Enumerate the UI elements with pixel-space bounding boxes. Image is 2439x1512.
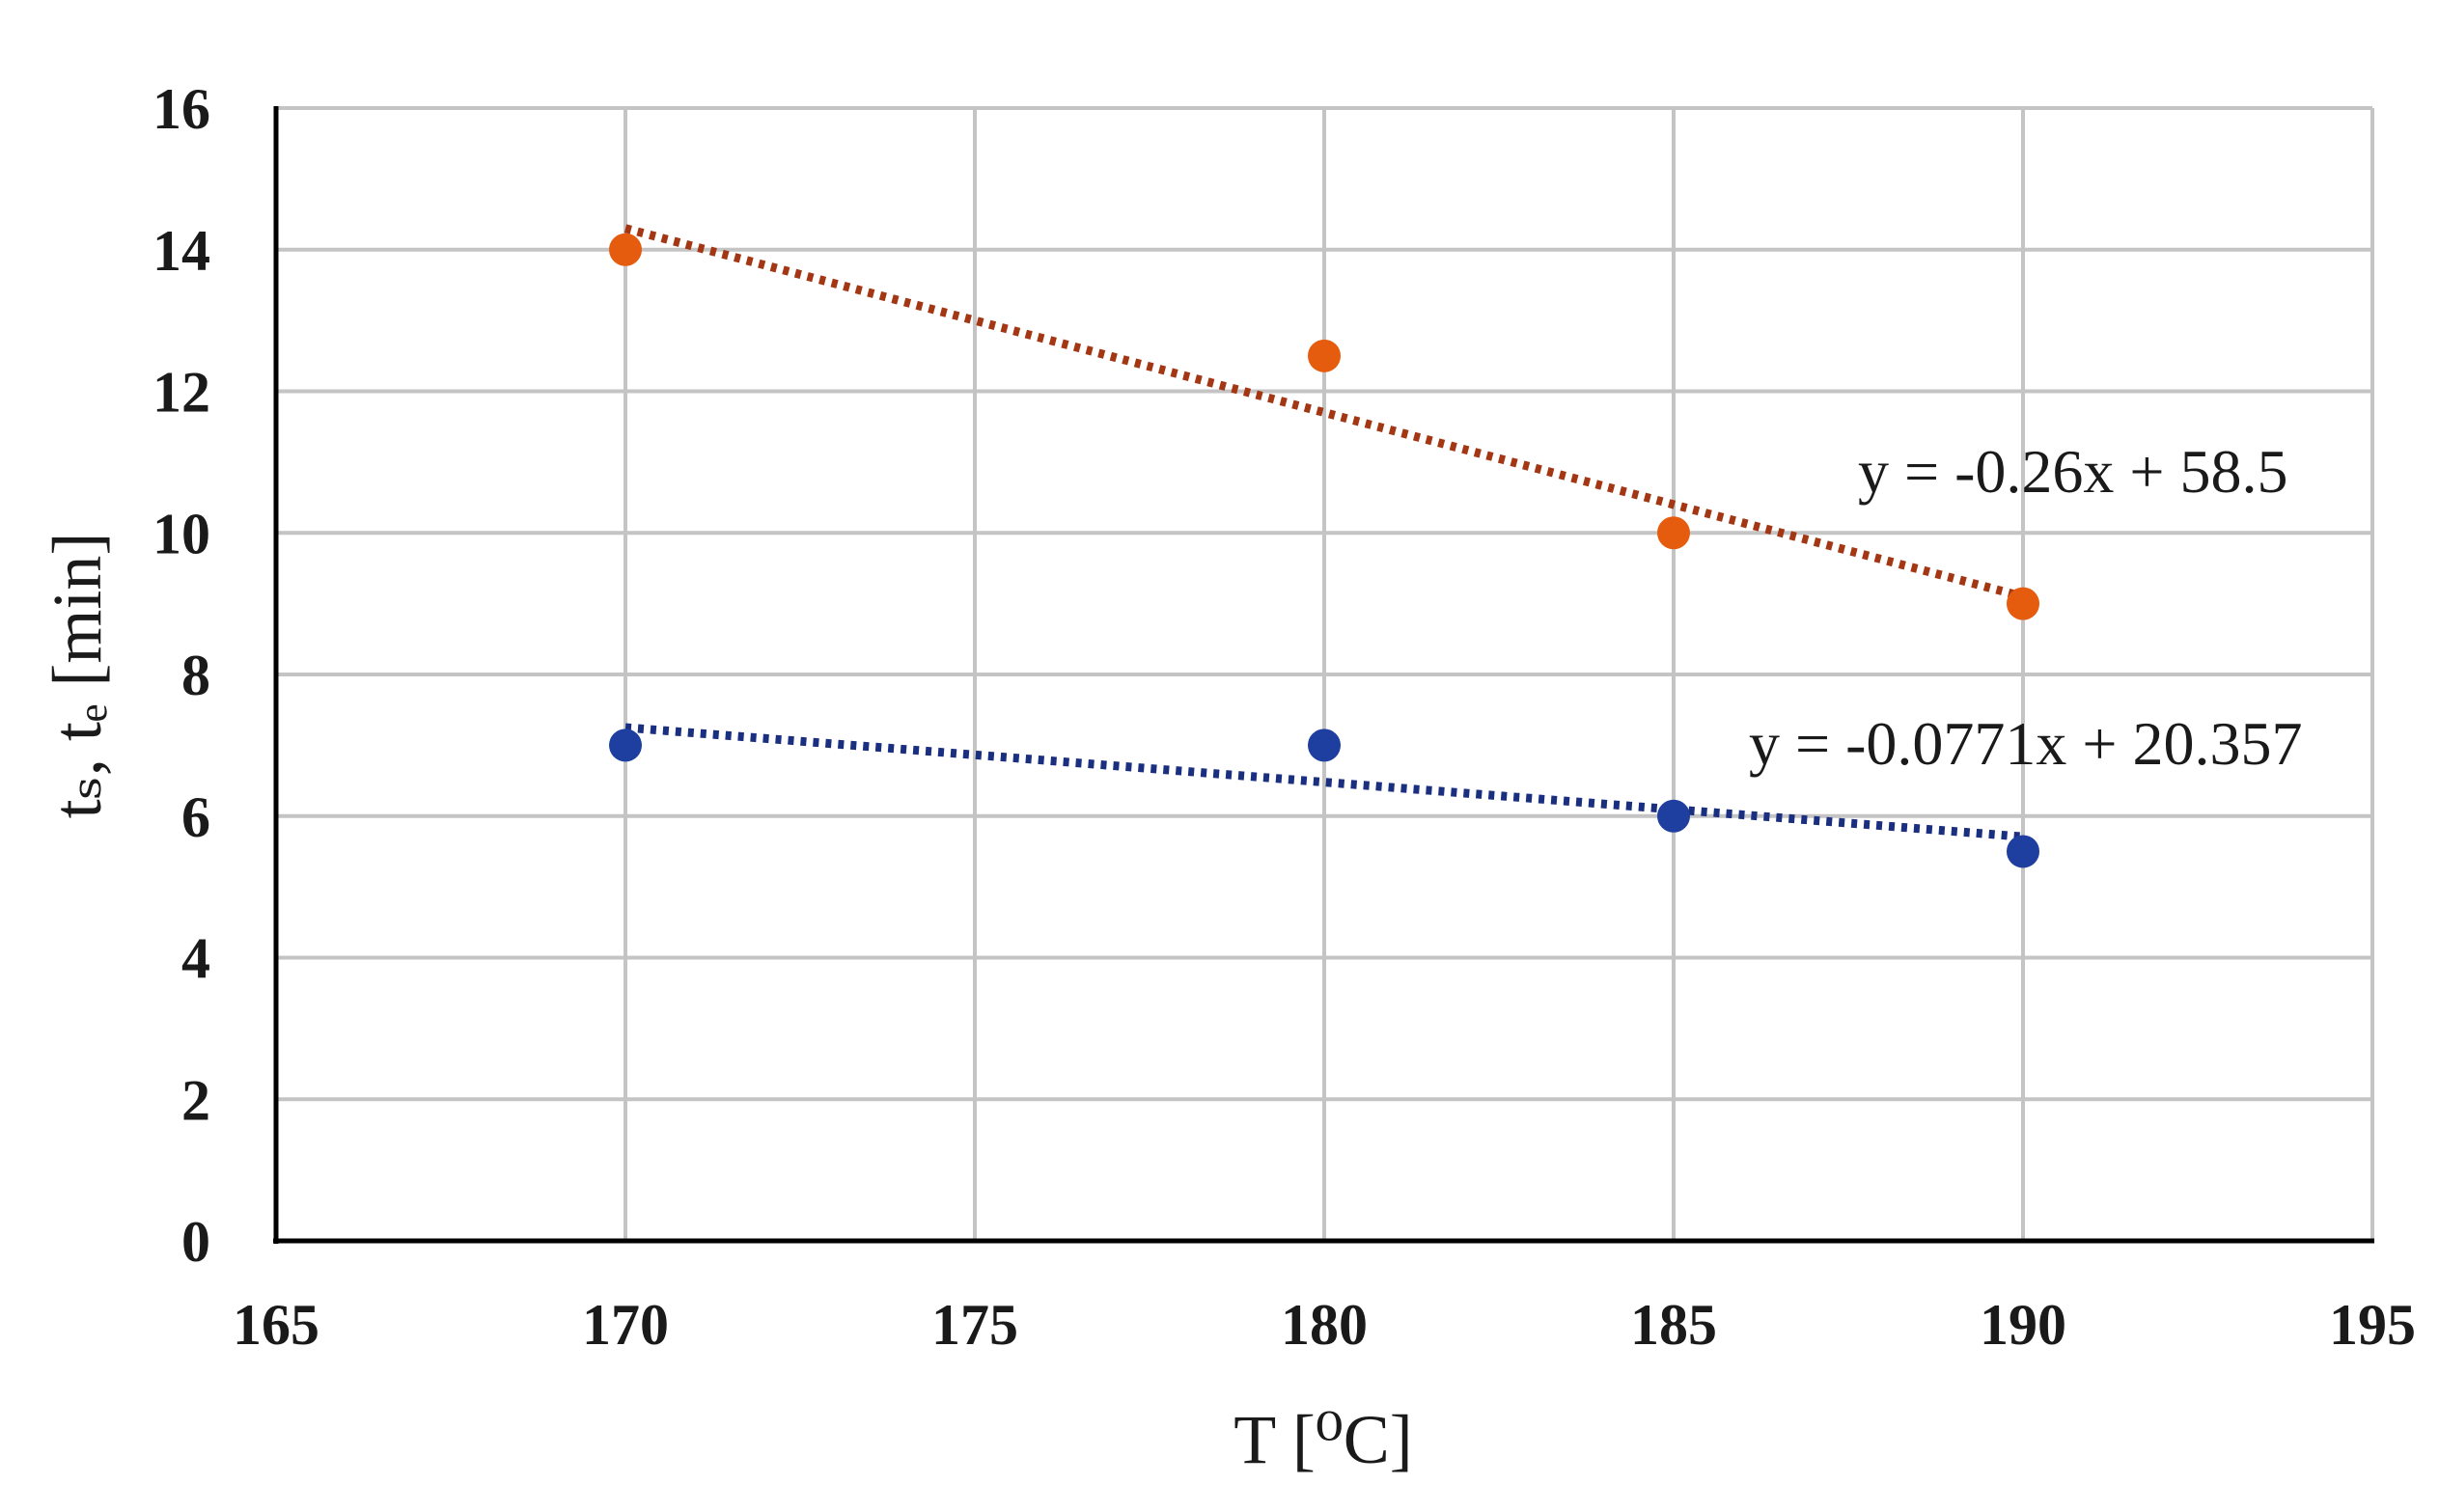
trendline-ts: [624, 723, 2024, 841]
y-axis-title: tₛ, tₑ [min]: [39, 533, 116, 819]
y-tick-label: 8: [181, 644, 210, 707]
data-point-ts: [609, 729, 642, 762]
y-tick-label: 0: [181, 1210, 210, 1274]
tick-labels: 165 170 175 180 185 190 195 0 2 4 6 8 10 12 14 16: [152, 77, 2416, 1357]
y-tick-label: 2: [181, 1068, 210, 1132]
data-point-te: [1308, 339, 1341, 372]
x-tick-label: 190: [1980, 1293, 2066, 1357]
data-point-te: [1657, 516, 1690, 550]
data-point-ts: [1308, 729, 1341, 762]
data-point-te: [609, 233, 642, 266]
y-tick-label: 12: [152, 361, 210, 425]
data-points: [609, 233, 2039, 868]
y-tick-label: 4: [181, 927, 210, 991]
data-point-ts: [1657, 799, 1690, 833]
equation-label-te: y = -0.26x + 58.5: [1858, 437, 2288, 506]
data-point-ts: [2007, 835, 2039, 868]
trendline-equations: y = -0.26x + 58.5 y = -0.0771x + 20.357: [1749, 437, 2303, 778]
y-tick-label: 16: [152, 77, 210, 141]
equation-label-ts: y = -0.0771x + 20.357: [1749, 709, 2303, 778]
x-axis-title: T [⁰C]: [1233, 1401, 1413, 1478]
trendlines: [624, 224, 2025, 841]
x-tick-label: 180: [1281, 1293, 1368, 1357]
x-tick-label: 195: [2329, 1293, 2416, 1357]
x-tick-label: 175: [931, 1293, 1018, 1357]
y-tick-label: 14: [152, 219, 210, 283]
axes: [273, 106, 2374, 1244]
grid: [274, 106, 2374, 1243]
trendline-te: [624, 224, 2025, 601]
x-tick-label: 170: [582, 1293, 669, 1357]
data-point-te: [2007, 587, 2039, 620]
y-tick-label: 10: [152, 502, 210, 565]
x-tick-label: 165: [233, 1293, 319, 1357]
y-tick-label: 6: [181, 785, 210, 849]
x-tick-label: 185: [1630, 1293, 1717, 1357]
